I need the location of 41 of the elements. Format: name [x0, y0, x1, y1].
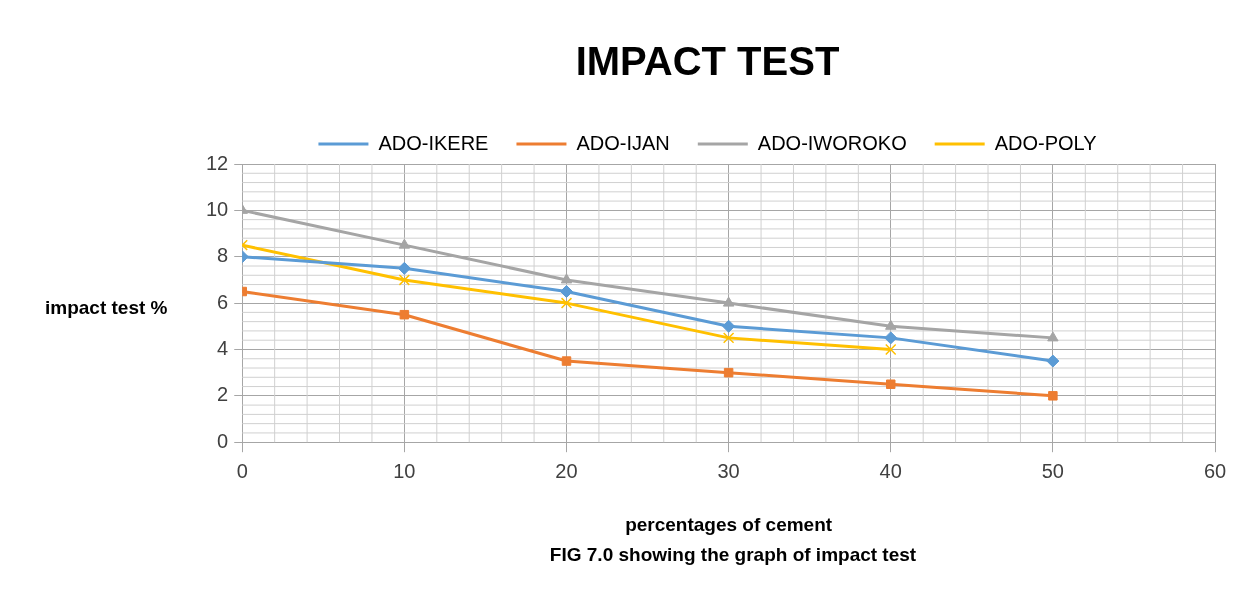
point [561, 356, 572, 366]
x-tick-label: 50 [1041, 459, 1064, 482]
point [885, 343, 897, 356]
point [722, 332, 735, 344]
point [1046, 354, 1060, 368]
point [399, 309, 410, 320]
y-tick-label: 0 [217, 429, 229, 452]
y-tick-label: 12 [206, 151, 229, 174]
point [884, 331, 898, 345]
y-tick-label: 4 [217, 336, 229, 359]
x-tick-label: 20 [555, 459, 578, 482]
x-tick-label: 60 [1203, 459, 1227, 482]
point [398, 238, 411, 249]
point [885, 319, 897, 330]
y-tick-label: 2 [217, 383, 229, 406]
y-axis-title: impact test % [45, 297, 168, 319]
y-tick-label: 8 [217, 244, 229, 267]
x-tick-label: 10 [393, 459, 416, 482]
point [722, 296, 735, 307]
x-tick-label: 0 [236, 459, 248, 482]
point [560, 285, 573, 299]
point [886, 379, 896, 389]
x-axis-title: percentages of cement [625, 513, 833, 535]
caption: FIG 7.0 showing the graph of impact test [549, 544, 917, 566]
chart-title: IMPACT TEST [575, 39, 840, 84]
point [723, 367, 734, 378]
point [722, 319, 736, 333]
point [1048, 391, 1058, 401]
point [397, 261, 411, 275]
x-tick-label: 40 [879, 459, 902, 482]
legend-label: ADO-POLY [994, 131, 1097, 154]
y-tick-label: 10 [206, 197, 229, 220]
point [560, 297, 573, 309]
y-tick-label: 6 [217, 290, 229, 313]
legend-label: ADO-IJAN [576, 131, 670, 154]
legend-label: ADO-IWOROKO [757, 131, 907, 154]
point [398, 274, 411, 286]
point [560, 273, 573, 284]
point [1047, 331, 1059, 342]
legend-label: ADO-IKERE [378, 131, 489, 154]
x-tick-label: 30 [717, 459, 740, 482]
